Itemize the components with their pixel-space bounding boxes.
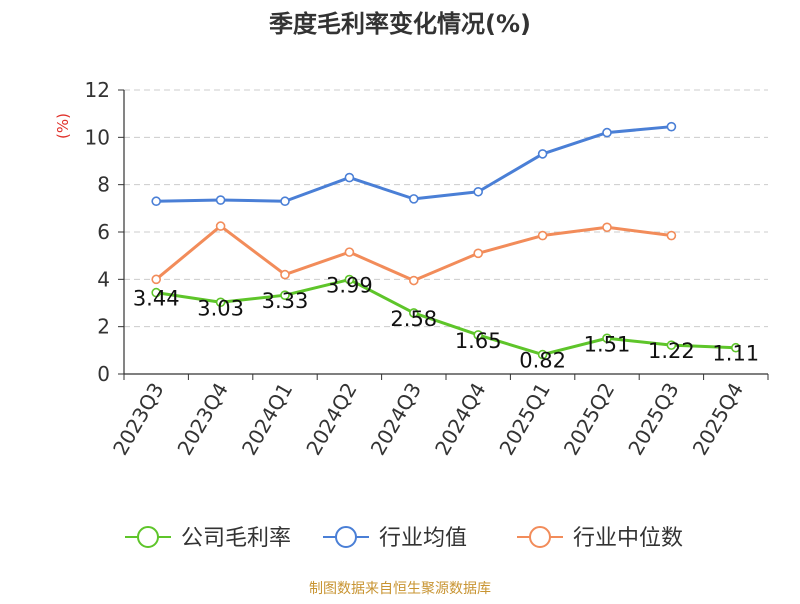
y-tick-label: 2 <box>97 315 110 339</box>
x-tick-label: 2024Q3 <box>366 379 426 460</box>
data-point <box>344 274 355 285</box>
data-label: 3.33 <box>262 289 309 313</box>
data-label: 1.51 <box>584 332 631 356</box>
data-label: 0.82 <box>519 349 566 373</box>
y-tick-label: 10 <box>85 125 110 149</box>
data-point <box>473 186 484 197</box>
x-tick-label: 2025Q3 <box>623 379 683 460</box>
data-label: 1.65 <box>455 329 502 353</box>
data-point <box>730 342 741 353</box>
x-tick-label: 2025Q1 <box>494 379 554 460</box>
data-point <box>408 275 419 286</box>
x-tick-label: 2024Q2 <box>301 379 361 460</box>
data-point <box>473 330 484 340</box>
data-point <box>537 349 548 360</box>
series-line <box>155 224 672 283</box>
data-point <box>151 287 161 298</box>
y-tick-label: 0 <box>97 362 110 386</box>
data-point <box>408 194 419 204</box>
data-point <box>344 247 355 257</box>
chart-title: 季度毛利率变化情况(%) <box>269 10 531 38</box>
data-point <box>473 248 484 259</box>
data-point <box>344 172 355 183</box>
data-point <box>666 230 677 241</box>
data-label: 2.58 <box>390 307 437 331</box>
data-label: 3.44 <box>133 287 180 311</box>
legend-marker <box>335 526 357 548</box>
legend-label: 行业中位数 <box>573 526 683 551</box>
x-tick-label: 2024Q4 <box>430 379 490 460</box>
x-tick-label: 2023Q3 <box>108 379 168 460</box>
data-point <box>666 340 677 350</box>
data-point <box>280 196 290 207</box>
y-axis-label: (%) <box>54 113 72 139</box>
data-point <box>280 290 290 300</box>
data-label: 1.22 <box>648 339 695 363</box>
data-point <box>537 230 548 241</box>
y-tick-label: 8 <box>97 173 110 197</box>
y-tick-label: 12 <box>85 78 110 102</box>
legend-label: 行业均值 <box>379 526 467 551</box>
data-point <box>215 297 226 308</box>
x-tick-label: 2024Q1 <box>237 379 297 460</box>
data-point <box>602 222 612 233</box>
data-point <box>215 195 226 205</box>
data-point <box>666 121 677 132</box>
data-point <box>215 221 226 231</box>
x-tick-label: 2025Q4 <box>688 379 748 460</box>
legend-marker <box>529 526 551 548</box>
legend-label: 公司毛利率 <box>181 526 291 551</box>
data-point <box>602 333 612 344</box>
y-tick-label: 6 <box>97 220 110 244</box>
x-tick-label: 2023Q4 <box>172 379 232 460</box>
data-label: 3.99 <box>326 274 373 298</box>
data-source-note: 制图数据来自恒生聚源数据库 <box>309 581 491 597</box>
data-label: 3.03 <box>197 296 244 320</box>
data-point <box>280 269 290 280</box>
data-point <box>537 149 548 159</box>
data-label: 1.11 <box>712 342 759 366</box>
data-point <box>408 308 419 318</box>
data-point <box>602 127 612 138</box>
y-tick-label: 4 <box>97 267 110 291</box>
x-tick-label: 2025Q2 <box>559 379 619 460</box>
series-line <box>155 278 736 357</box>
data-point <box>151 274 161 285</box>
series-line <box>156 125 672 203</box>
legend-marker <box>137 526 159 548</box>
data-point <box>151 196 161 207</box>
